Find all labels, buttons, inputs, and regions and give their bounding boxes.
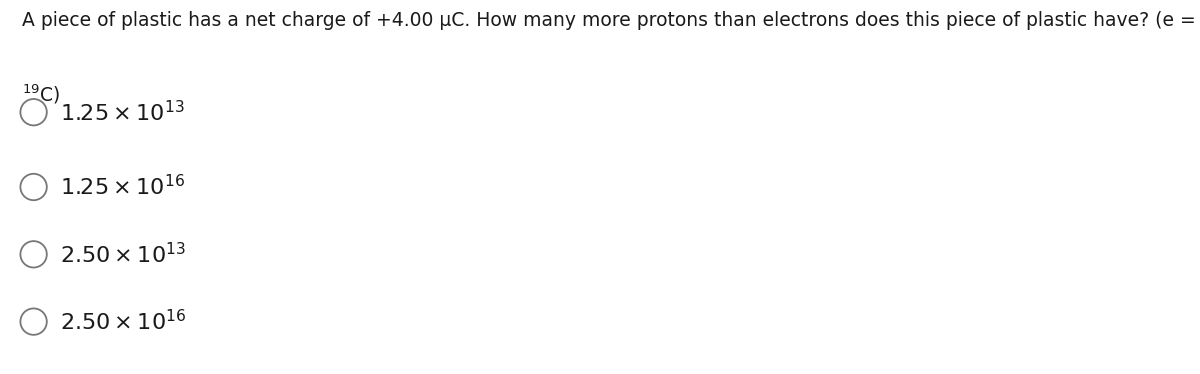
Text: $2.50 \times 10^{16}$: $2.50 \times 10^{16}$	[60, 309, 186, 334]
Text: $2.50 \times 10^{13}$: $2.50 \times 10^{13}$	[60, 242, 186, 267]
Text: A piece of plastic has a net charge of +4.00 μC. How many more protons than elec: A piece of plastic has a net charge of +…	[22, 11, 1200, 30]
Text: $1.25 \times 10^{16}$: $1.25 \times 10^{16}$	[60, 174, 185, 200]
Text: $^{19}$C): $^{19}$C)	[22, 82, 60, 106]
Text: $1.25 \times 10^{13}$: $1.25 \times 10^{13}$	[60, 99, 185, 125]
